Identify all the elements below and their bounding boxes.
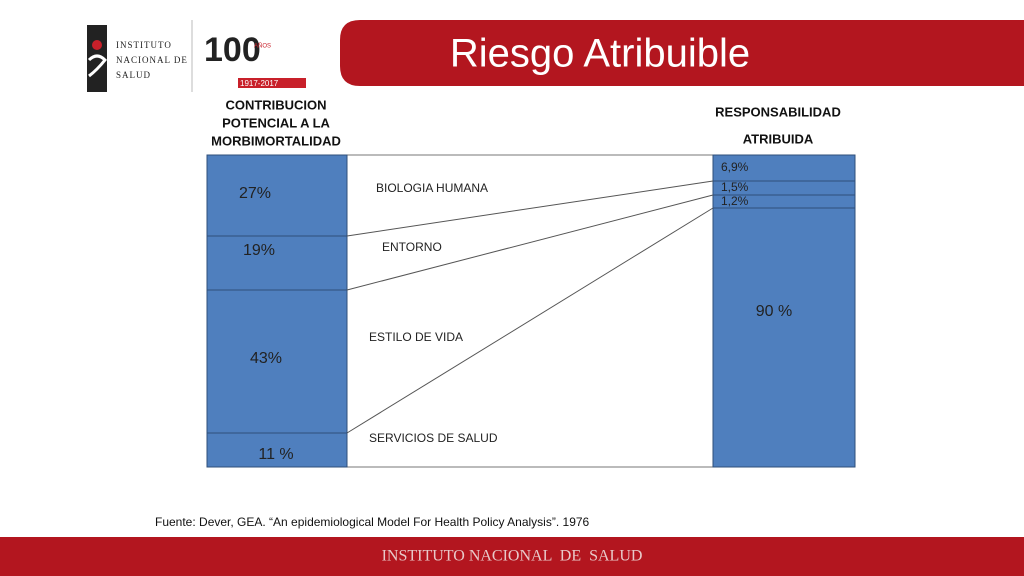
slide-title: Riesgo Atribuible: [450, 32, 750, 76]
left-heading: POTENCIAL A LA: [222, 115, 330, 130]
right-value: 1,2%: [721, 194, 749, 208]
left-heading: MORBIMORTALIDAD: [211, 133, 341, 148]
logo-text: INSTITUTO: [116, 40, 172, 50]
connector: [346, 207, 714, 434]
title-banner: [340, 20, 1024, 86]
logo-text: SALUD: [116, 70, 151, 80]
logo: INSTITUTO NACIONAL DE SALUD 100 AÑOS 191…: [87, 20, 306, 92]
anniversary-number: 100: [204, 31, 261, 69]
connector: [346, 194, 714, 291]
left-value: 27%: [239, 185, 271, 202]
right-value: 1,5%: [721, 180, 749, 194]
years-band: [238, 78, 306, 88]
category-label: ESTILO DE VIDA: [369, 330, 463, 344]
left-heading: CONTRIBUCION: [225, 97, 326, 112]
anniversary-sub: AÑOS: [254, 43, 271, 50]
category-label: BIOLOGIA HUMANA: [376, 181, 488, 195]
left-value: 11 %: [258, 446, 293, 463]
category-label: SERVICIOS DE SALUD: [369, 431, 498, 445]
right-value: 90 %: [756, 303, 792, 320]
logo-curve: [87, 54, 108, 78]
right-heading: RESPONSABILIDAD: [715, 104, 841, 119]
right-heading: ATRIBUIDA: [743, 131, 814, 146]
footer-band: [0, 537, 1024, 576]
left-value: 19%: [243, 242, 275, 259]
left-segment: [206, 154, 348, 237]
source-note: Fuente: Dever, GEA. “An epidemiological …: [155, 515, 590, 529]
footer-text: INSTITUTO NACIONAL DE SALUD: [382, 548, 643, 565]
left-value: 43%: [250, 350, 282, 367]
connector: [346, 180, 714, 237]
logo-text: NACIONAL DE: [116, 55, 188, 65]
right-segment: [712, 207, 856, 468]
category-label: ENTORNO: [382, 240, 442, 254]
left-segment: [206, 235, 348, 291]
right-value: 6,9%: [721, 160, 749, 174]
logo-dot: [92, 40, 102, 50]
left-segment: [206, 432, 348, 468]
years: 1917-2017: [240, 79, 279, 88]
